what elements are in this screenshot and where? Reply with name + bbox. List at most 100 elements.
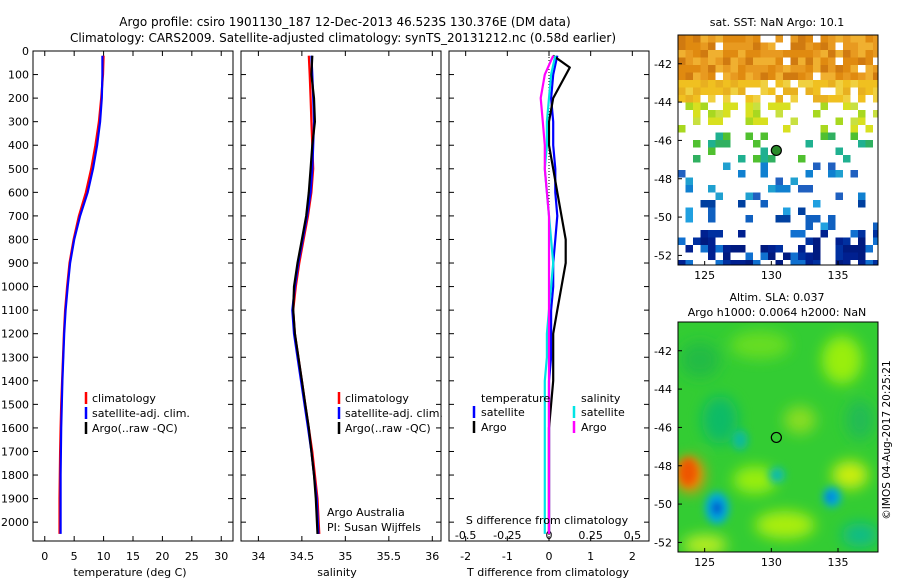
sst-cell: [828, 215, 836, 223]
sst-cell: [700, 57, 708, 65]
sst-cell: [760, 245, 768, 253]
sst-cell: [835, 50, 843, 58]
sst-cell: [858, 110, 866, 118]
sst-cell: [730, 260, 738, 265]
sst-cell: [798, 42, 806, 50]
sst-cell: [835, 65, 843, 73]
sst-cell: [858, 80, 866, 88]
sst-cell: [820, 72, 828, 80]
sst-cell: [768, 42, 776, 50]
sst-cell: [850, 80, 858, 88]
sst-cell: [865, 140, 873, 148]
y-tick-label: 900: [8, 257, 29, 270]
sst-cell: [715, 35, 723, 43]
sst-cell: [813, 80, 821, 88]
sst-cell: [873, 230, 878, 238]
legend-label-t-argo: Argo: [481, 421, 507, 434]
sst-cell: [805, 57, 813, 65]
sst-cell: [843, 260, 851, 265]
map-y-tick-label: -52: [654, 249, 672, 262]
sst-cell: [775, 185, 783, 193]
sst-cell: [858, 72, 866, 80]
sst-cell: [715, 110, 723, 118]
sst-cell: [753, 117, 761, 125]
sst-cell: [783, 72, 791, 80]
sst-cell: [708, 147, 716, 155]
sst-cell: [708, 117, 716, 125]
sst-cell: [813, 200, 821, 208]
sst-cell: [730, 57, 738, 65]
sst-cell: [708, 237, 716, 245]
sst-cell: [753, 140, 761, 148]
sst-cell: [723, 132, 731, 140]
title-line-2: Climatology: CARS2009. Satellite-adjuste…: [70, 31, 616, 45]
x-tick-label: 34.5: [290, 550, 315, 563]
sst-cell: [828, 80, 836, 88]
sst-cell: [685, 245, 693, 253]
sst-cell: [723, 87, 731, 95]
y-tick-label: 100: [8, 69, 29, 82]
sst-cell: [828, 35, 836, 43]
sst-cell: [820, 50, 828, 58]
x-tick-label: 1: [587, 550, 594, 563]
sst-cell: [873, 50, 878, 58]
sst-cell: [813, 42, 821, 50]
sst-cell: [745, 102, 753, 110]
sst-cell: [745, 192, 753, 200]
sst-cell: [873, 87, 878, 95]
sst-cell: [723, 110, 731, 118]
sst-cell: [790, 35, 798, 43]
sst-cell: [798, 50, 806, 58]
sst-cell: [760, 80, 768, 88]
sst-cell: [760, 87, 768, 95]
sst-cell: [715, 50, 723, 58]
x-tick-label: 30: [214, 550, 228, 563]
sst-cell: [738, 260, 746, 265]
sst-cell: [805, 170, 813, 178]
sst-cell: [708, 35, 716, 43]
sst-cell: [685, 102, 693, 110]
y-tick-label: 1400: [1, 375, 29, 388]
sst-cell: [828, 65, 836, 73]
sst-cell: [678, 237, 686, 245]
sst-cell: [850, 132, 858, 140]
sst-cell: [678, 35, 686, 43]
map-y-tick-label: -46: [654, 421, 672, 434]
series-line-s-satellite: [543, 55, 557, 534]
y-tick-label: 1000: [1, 281, 29, 294]
sst-cell: [805, 72, 813, 80]
sst-cell: [835, 80, 843, 88]
sst-cell: [835, 252, 843, 260]
sst-cell: [813, 260, 821, 265]
sst-cell: [738, 87, 746, 95]
sst-cell: [783, 102, 791, 110]
sst-cell: [760, 155, 768, 163]
map-x-tick-label: 130: [761, 556, 782, 569]
sst-cell: [858, 42, 866, 50]
sst-cell: [693, 72, 701, 80]
sst-cell: [798, 230, 806, 238]
sst-cell: [693, 57, 701, 65]
sst-cell: [790, 65, 798, 73]
sst-cell: [768, 87, 776, 95]
sst-cell: [865, 80, 873, 88]
temperature-panel: 0 5 10 15 20 25 300100200300400500600700800900…: [1, 45, 234, 579]
temperature-legend: climatology satellite-adj. clim. Argo(..…: [84, 392, 190, 435]
legend-label-argo: Argo(..raw -QC): [345, 422, 431, 435]
series-line-satellite-adj-clim-: [59, 55, 104, 534]
sst-cell: [798, 252, 806, 260]
sst-cell: [843, 72, 851, 80]
sst-cell: [693, 102, 701, 110]
sst-cell: [753, 42, 761, 50]
sst-cell: [813, 237, 821, 245]
sst-cell: [805, 42, 813, 50]
sst-cell: [865, 42, 873, 50]
sst-cell: [723, 95, 731, 103]
sst-cell: [775, 102, 783, 110]
sst-cell: [715, 192, 723, 200]
sst-cell: [835, 237, 843, 245]
map-y-tick-label: -42: [654, 58, 672, 71]
sst-cell: [693, 155, 701, 163]
sst-cell: [685, 207, 693, 215]
sst-cell: [790, 230, 798, 238]
